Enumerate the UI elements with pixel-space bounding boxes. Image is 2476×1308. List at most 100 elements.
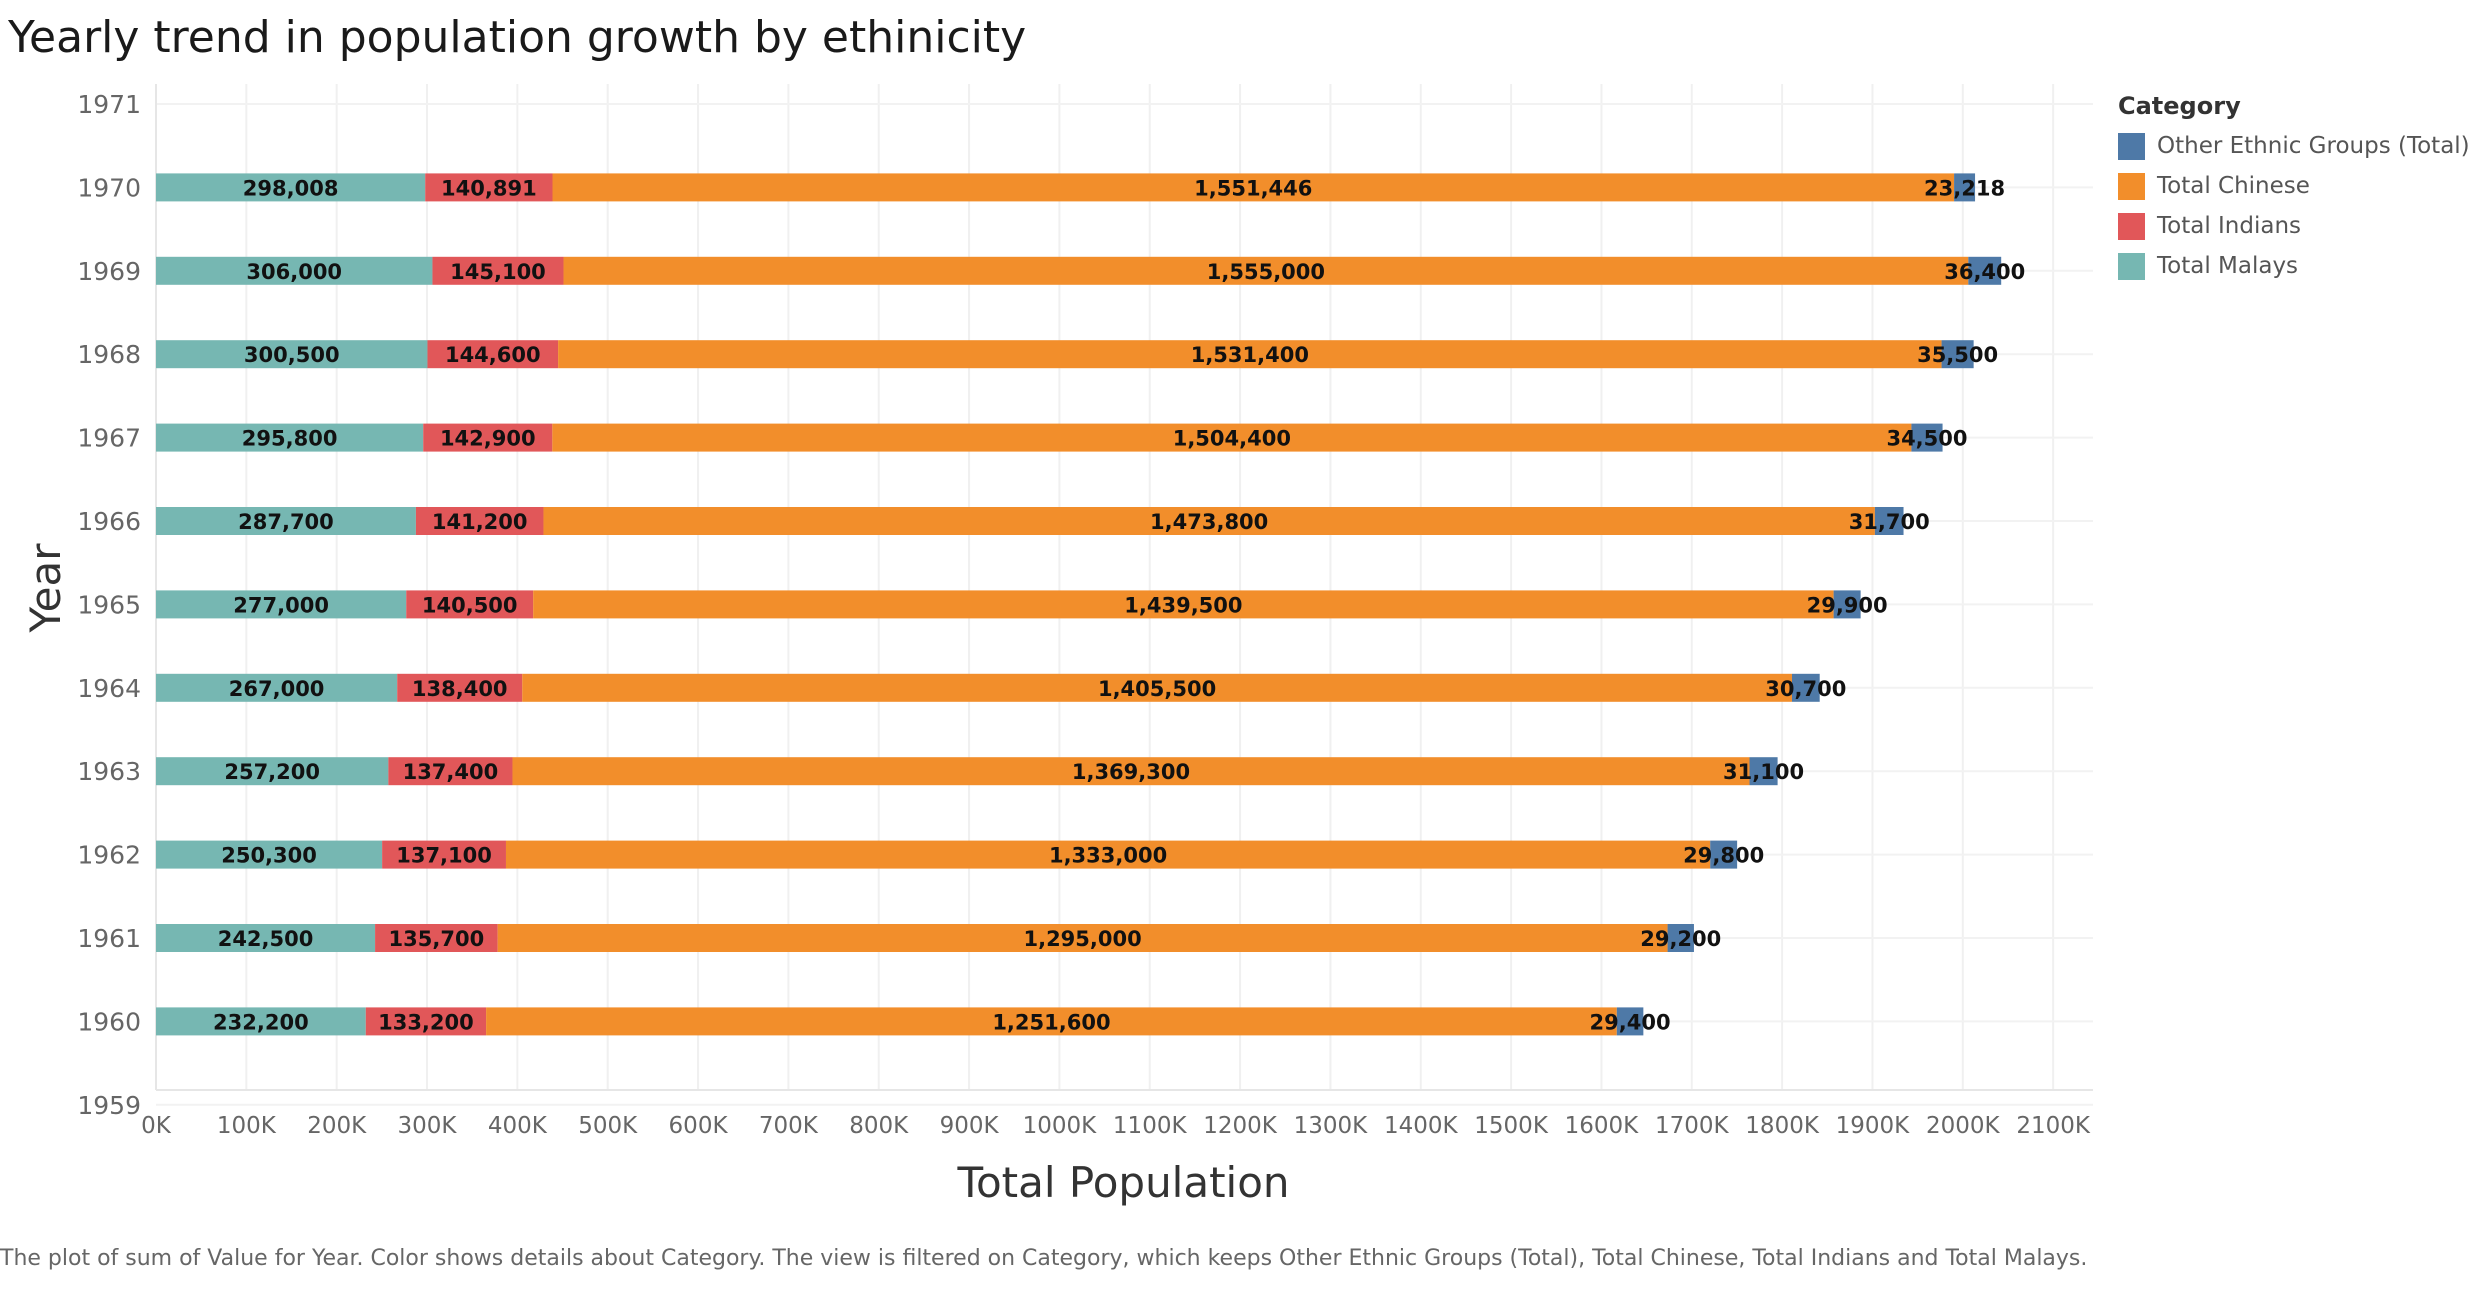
data-label: 295,800 [242, 427, 338, 451]
caption: The plot of sum of Value for Year. Color… [0, 1246, 2088, 1271]
data-label: 250,300 [221, 844, 317, 868]
legend-item: Total Indians [2118, 206, 2470, 246]
data-label: 232,200 [213, 1010, 309, 1034]
data-label: 36,400 [1944, 260, 2025, 284]
data-label: 287,700 [238, 510, 334, 534]
data-label: 1,555,000 [1207, 260, 1325, 284]
bar-segment [406, 590, 534, 619]
chart-title: Yearly trend in population growth by eth… [8, 12, 1027, 63]
bar-segment [365, 1007, 487, 1036]
legend-swatch [2118, 252, 2145, 280]
y-tick-label: 1964 [77, 674, 141, 703]
bar-segment [1874, 507, 1904, 535]
x-tick-label: 1300K [1294, 1113, 1369, 1139]
data-label: 135,700 [389, 927, 485, 951]
data-label: 34,500 [1886, 427, 1967, 451]
data-label: 1,504,400 [1173, 427, 1291, 451]
data-label: 1,439,500 [1124, 593, 1242, 617]
bar-segment [425, 173, 553, 202]
data-label: 23,218 [1924, 176, 2005, 200]
y-tick-label: 1966 [77, 507, 141, 536]
bar-segment [563, 256, 1969, 285]
data-label: 141,200 [432, 510, 528, 534]
data-label: 1,551,446 [1194, 176, 1312, 200]
data-label: 1,531,400 [1191, 343, 1309, 367]
y-tick-label: 1967 [77, 424, 141, 453]
axes: 0K 100K 200K 300K 400K 500K 600K 700K 800K 900K 10… [77, 84, 2093, 1139]
bar-segment [156, 423, 424, 452]
bars [156, 173, 2002, 1036]
bar-segment [533, 590, 1834, 619]
legend-title: Category [2118, 92, 2241, 120]
y-tick-label: 1971 [77, 90, 141, 119]
bar-segment [1941, 340, 1974, 369]
x-tick-label: 2000K [1926, 1113, 2001, 1139]
bar-segment [156, 590, 407, 619]
bar-segment [543, 507, 1875, 535]
y-tick-label: 1961 [77, 924, 141, 953]
x-tick-label: 300K [398, 1113, 458, 1139]
data-labels: 298,008 140,891 1,551,446 23,218 306,000 145,… [213, 176, 2025, 1034]
y-tick-label: 1969 [77, 257, 141, 286]
bar-segment [156, 840, 383, 869]
bar-segment [397, 673, 523, 702]
bar-segment [156, 340, 428, 369]
data-label: 1,251,600 [992, 1010, 1110, 1034]
x-tick-label: 200K [307, 1113, 367, 1139]
legend-label: Total Indians [2157, 213, 2302, 239]
data-label: 298,008 [243, 176, 339, 200]
data-label: 140,891 [441, 176, 537, 200]
bar-segment [375, 924, 498, 952]
bar-segment [1968, 256, 2002, 285]
x-tick-label: 900K [940, 1113, 1000, 1139]
data-label: 31,700 [1849, 510, 1930, 534]
data-label: 30,700 [1765, 677, 1846, 701]
data-label: 142,900 [440, 427, 536, 451]
y-tick-label: 1968 [77, 340, 141, 369]
legend-swatch [2118, 212, 2145, 240]
data-label: 35,500 [1917, 343, 1998, 367]
legend: Category Other Ethnic Groups (Total) Tota… [2118, 92, 2470, 286]
bar-segment [1616, 1007, 1644, 1036]
bar-segment [558, 340, 1942, 369]
x-tick-label: 1100K [1113, 1113, 1188, 1139]
legend-swatch [2118, 172, 2145, 200]
y-tick-label: 1965 [77, 590, 141, 619]
data-label: 144,600 [445, 343, 541, 367]
bar-segment [497, 924, 1668, 952]
legend-item: Total Chinese [2118, 166, 2470, 206]
bar-segment [382, 840, 506, 869]
x-tick-label: 1500K [1474, 1113, 1549, 1139]
bar-segment [1954, 173, 1976, 202]
x-tick-label: 1200K [1203, 1113, 1278, 1139]
data-label: 1,473,800 [1150, 510, 1268, 534]
bar-segment [427, 340, 559, 369]
x-tick-label: 1700K [1655, 1113, 1730, 1139]
data-label: 145,100 [450, 260, 546, 284]
bar-segment [432, 256, 564, 285]
bar-segment [156, 507, 416, 535]
bar-segment [156, 256, 433, 285]
legend-label: Total Malays [2157, 253, 2299, 279]
legend-label: Other Ethnic Groups (Total) [2157, 133, 2470, 159]
data-label: 1,405,500 [1098, 677, 1216, 701]
bar-segment [1667, 924, 1694, 952]
x-tick-label: 1400K [1384, 1113, 1459, 1139]
data-label: 1,333,000 [1049, 844, 1167, 868]
data-label: 29,400 [1590, 1010, 1671, 1034]
data-label: 1,295,000 [1023, 927, 1141, 951]
data-label: 29,800 [1683, 844, 1764, 868]
data-label: 267,000 [229, 677, 325, 701]
data-label: 257,200 [224, 760, 320, 784]
bar-segment [156, 924, 376, 952]
bar-segment [156, 673, 398, 702]
data-label: 31,100 [1723, 760, 1804, 784]
bar-segment [156, 757, 389, 786]
legend-items: Other Ethnic Groups (Total) Total Chinese… [2118, 126, 2470, 286]
bar-segment [1710, 840, 1738, 869]
x-tick-label: 600K [669, 1113, 729, 1139]
bar-segment [1911, 423, 1943, 452]
bar-segment [486, 1007, 1617, 1036]
legend-label: Total Chinese [2157, 173, 2310, 199]
data-label: 306,000 [246, 260, 342, 284]
